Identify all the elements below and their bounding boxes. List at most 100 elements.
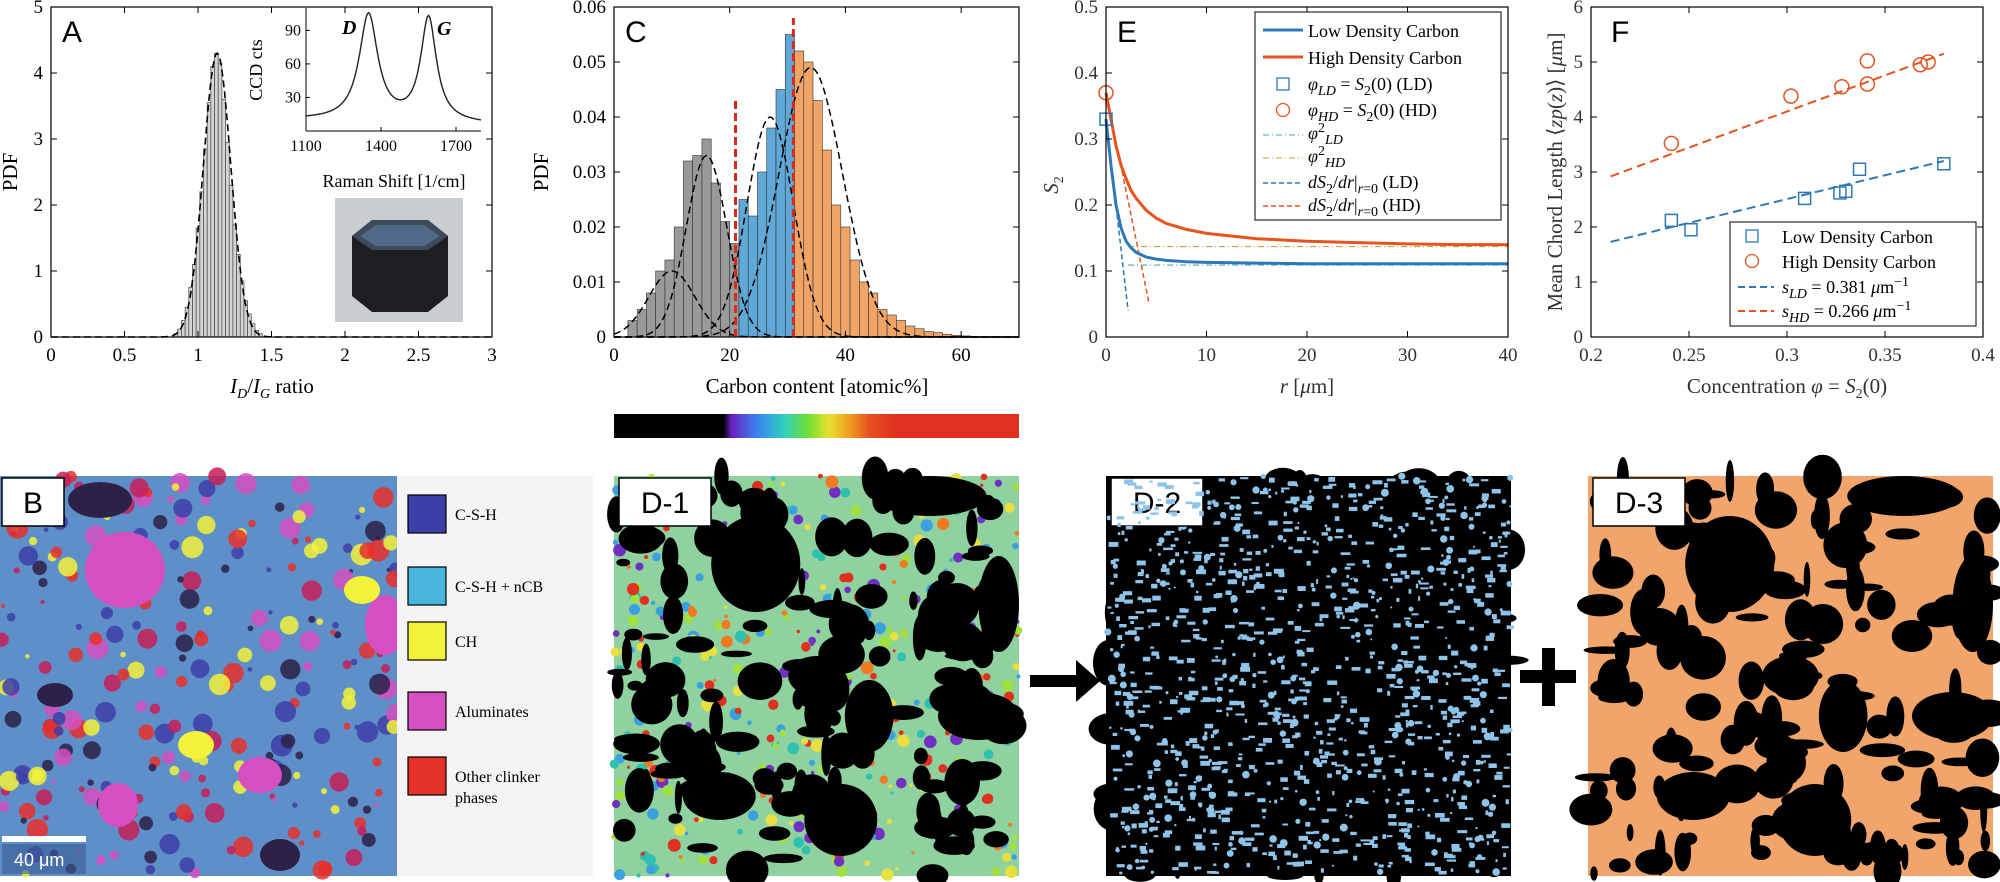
low-density-pixels (1152, 795, 1156, 801)
inset-y-tick-label: 30 (285, 89, 301, 106)
low-density-pixels (1458, 558, 1467, 563)
histogram-bar (225, 141, 230, 338)
low-density-pixels (1119, 871, 1123, 875)
phase-speck (1242, 770, 1250, 779)
phase-speck (1119, 681, 1127, 689)
pore-grain (926, 579, 957, 616)
low-density-pixels (1351, 667, 1361, 671)
phase-speck (316, 618, 324, 626)
legend-label: C-S-H (455, 507, 497, 524)
phase-speck (1425, 787, 1431, 793)
low-density-pixels (1391, 548, 1398, 551)
low-density-pixels (1281, 664, 1285, 670)
phase-speck (1168, 587, 1171, 590)
phase-speck (1479, 691, 1487, 699)
carbon-speck (850, 505, 862, 516)
low-density-pixels (1445, 751, 1453, 757)
pore-grain (1465, 740, 1509, 787)
low-density-pixels (1308, 807, 1316, 811)
pore-grain (1237, 764, 1246, 791)
phase-speck (1194, 868, 1197, 871)
inset-x-axis-title: Raman Shift [1/cm] (323, 171, 466, 191)
low-density-pixels (1246, 637, 1256, 640)
low-density-pixels (1228, 791, 1235, 795)
x-tick-label: 0.2 (1579, 345, 1603, 366)
low-density-pixels (1411, 613, 1419, 616)
low-density-pixels (1195, 845, 1206, 851)
low-density-pixels (1113, 573, 1118, 578)
low-density-pixels (1279, 572, 1285, 578)
low-density-pixels (1326, 575, 1331, 578)
carbon-speck (627, 615, 639, 627)
pore-grain (841, 518, 873, 558)
carbon-speck (723, 605, 728, 609)
low-density-pixels (1327, 808, 1337, 812)
low-density-pixels (1146, 609, 1157, 613)
low-density-pixels (1165, 799, 1172, 803)
low-density-pixels (1489, 709, 1494, 713)
phase-speck (1215, 655, 1219, 659)
carbon-speck (810, 770, 815, 775)
low-density-pixels (1410, 636, 1419, 640)
low-density-pixels (1200, 760, 1210, 766)
pore-grain (720, 650, 752, 658)
low-density-pixels (1145, 574, 1150, 579)
low-density-pixels (1255, 566, 1260, 571)
low-density-pixels (1225, 624, 1235, 629)
phase-speck (1228, 504, 1235, 511)
pore-grain (1883, 838, 1900, 862)
legend-swatch (407, 691, 447, 731)
phase-speck (231, 546, 244, 560)
pore-grain (1228, 810, 1270, 826)
low-density-pixels (1298, 677, 1306, 681)
low-density-pixels (1232, 674, 1238, 679)
low-density-pixels (1190, 582, 1195, 588)
phase-speck (197, 515, 216, 535)
carbon-speck (793, 821, 805, 833)
phase-speck (299, 631, 320, 652)
low-density-pixels (1440, 561, 1446, 565)
phase-speck (1188, 528, 1193, 533)
phase-speck (1442, 776, 1448, 782)
low-density-pixels (1328, 483, 1337, 486)
low-density-pixels (1219, 558, 1224, 563)
low-density-pixels (1201, 686, 1208, 691)
low-density-pixels (1186, 658, 1195, 663)
phase-speck (1152, 759, 1161, 768)
low-density-pixels (1121, 530, 1125, 535)
phase-speck (154, 666, 167, 678)
carbon-speck (981, 794, 992, 804)
histogram-bar (195, 227, 201, 338)
phase-speck (1267, 691, 1275, 699)
series-line (1104, 92, 1508, 247)
low-density-pixels (1303, 844, 1307, 850)
low-density-pixels (1287, 481, 1298, 486)
carbon-speck (793, 514, 804, 525)
low-density-pixels (1111, 744, 1120, 750)
pore-grain (1765, 548, 1776, 568)
pore-grain (613, 733, 655, 745)
histogram-bar (803, 61, 814, 338)
phase-speck (280, 733, 296, 749)
phase-speck (1472, 545, 1476, 548)
low-density-pixels (1382, 834, 1387, 839)
low-density-pixels (1298, 835, 1309, 841)
phase-speck (1228, 842, 1233, 847)
low-density-pixels (1230, 743, 1233, 747)
pore-grain (1574, 773, 1617, 782)
carbon-speck (816, 629, 821, 634)
pore-grain (1758, 571, 1795, 590)
low-density-pixels (1293, 549, 1303, 554)
phase-speck (1470, 644, 1478, 652)
phase-speck (1174, 824, 1177, 827)
low-density-pixels (1481, 727, 1488, 733)
low-density-pixels (1436, 567, 1446, 571)
low-density-pixels (1442, 498, 1445, 503)
low-density-pixels (1151, 622, 1160, 627)
phase-speck (95, 701, 116, 723)
phase-speck (1211, 578, 1216, 582)
pore-grain (1725, 460, 1735, 502)
low-density-pixels (1346, 802, 1350, 808)
